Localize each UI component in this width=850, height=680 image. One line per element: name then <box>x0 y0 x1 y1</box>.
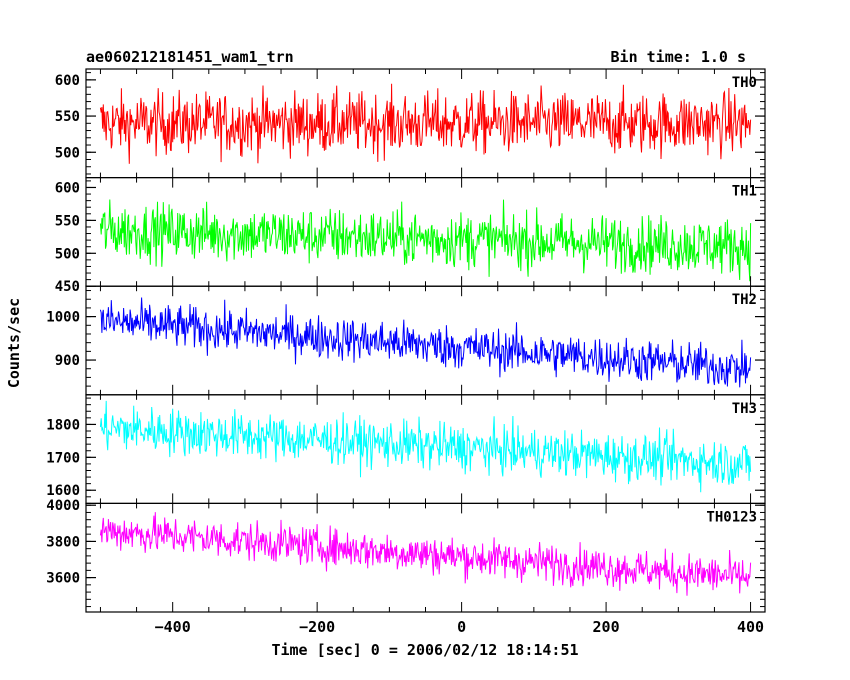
y-tick-label: 1000 <box>46 310 80 326</box>
y-tick-label: 1600 <box>46 483 80 499</box>
series-line-th0123 <box>99 512 752 596</box>
y-tick-label: 600 <box>55 73 80 89</box>
y-tick-label: 1800 <box>46 417 80 433</box>
panel-th1: 450 500 550 600 TH1 <box>55 177 766 295</box>
y-tick-label: 500 <box>55 246 80 262</box>
bin-time-label: Bin time: 1.0 s <box>611 48 746 66</box>
x-axis: −400 −200 0 200 400 <box>155 618 764 636</box>
y-tick-label: 1700 <box>46 450 80 466</box>
x-tick-label: 400 <box>737 618 764 636</box>
panel-label: TH1 <box>732 184 757 200</box>
x-tick-label: −400 <box>155 618 191 636</box>
x-tick-label: 0 <box>457 618 466 636</box>
panel-th0: 500 550 600 TH0 <box>55 68 766 179</box>
panel-th3: 1600 1700 1800 TH3 <box>46 394 766 504</box>
y-tick-label: 3800 <box>46 534 80 550</box>
panel-frame <box>85 285 766 396</box>
series-line-th3 <box>99 400 752 493</box>
x-tick-label: −200 <box>299 618 335 636</box>
panels-group: 500 550 600 TH0 450 500 550 600 TH1 900 1000 TH2 160… <box>46 68 766 613</box>
panel-label: TH2 <box>732 292 757 308</box>
series-line-th0 <box>99 83 752 164</box>
panel-th0123: 3600 3800 4000 TH0123 <box>46 498 766 613</box>
y-tick-label: 550 <box>55 213 80 229</box>
panel-label: TH3 <box>732 401 757 417</box>
x-axis-label: Time [sec] 0 = 2006/02/12 18:14:51 <box>271 641 578 659</box>
series-line-th1 <box>99 199 752 282</box>
panel-label: TH0123 <box>706 509 757 525</box>
panel-frame <box>85 394 766 504</box>
y-axis-label: Counts/sec <box>5 298 23 388</box>
y-tick-label: 450 <box>55 279 80 295</box>
y-tick-label: 4000 <box>46 498 80 514</box>
y-tick-label: 600 <box>55 180 80 196</box>
y-tick-label: 900 <box>55 353 80 369</box>
y-tick-label: 550 <box>55 109 80 125</box>
y-tick-label: 500 <box>55 145 80 161</box>
panel-label: TH0 <box>732 75 757 91</box>
series-line-th2 <box>99 297 752 388</box>
x-tick-label: 200 <box>593 618 620 636</box>
y-tick-label: 3600 <box>46 571 80 587</box>
panel-th2: 900 1000 TH2 <box>46 285 766 396</box>
chart-title: ae060212181451_wam1_trn <box>86 48 294 66</box>
